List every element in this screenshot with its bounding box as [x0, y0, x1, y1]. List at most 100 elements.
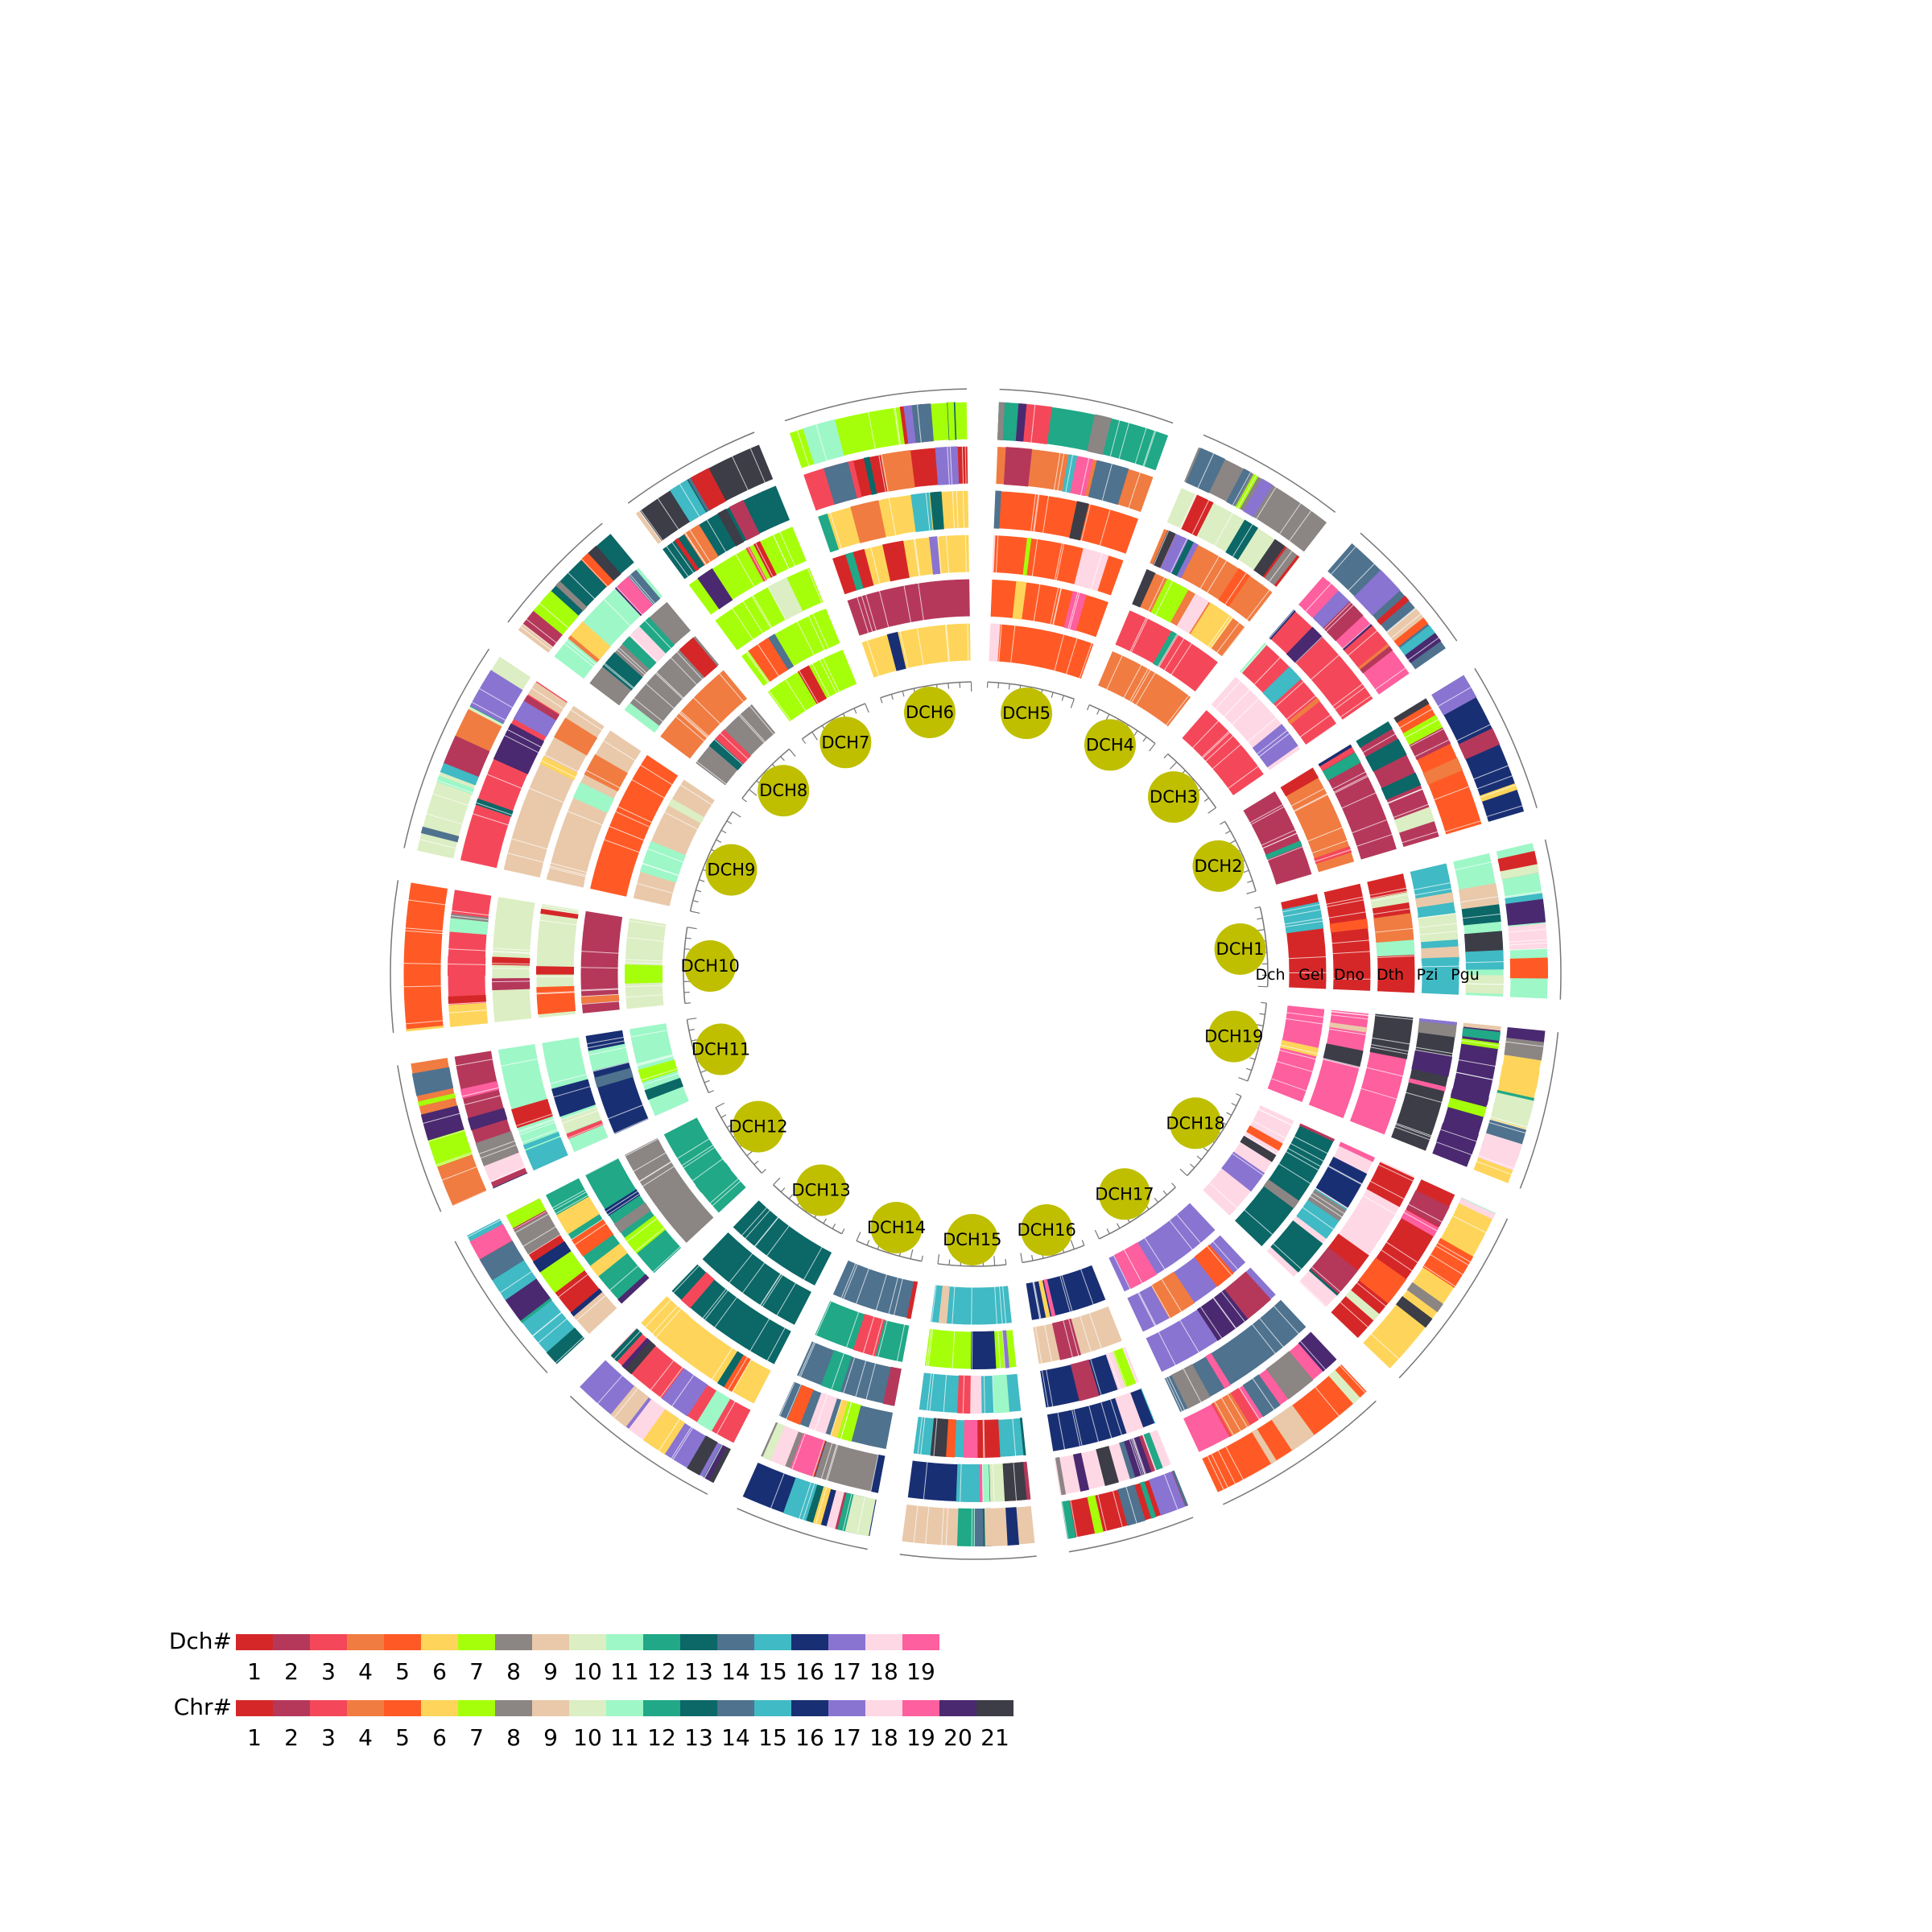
track-gel — [1323, 882, 1372, 992]
gene-line — [962, 1375, 965, 1414]
synteny-block — [1140, 1388, 1156, 1424]
synteny-block — [1001, 1330, 1009, 1368]
gene-line — [1269, 609, 1295, 639]
synteny-block — [539, 1249, 585, 1294]
chr-legend-label: 18 — [869, 1724, 898, 1751]
gene-line — [712, 1180, 741, 1207]
gene-line — [998, 624, 1002, 663]
gene-line — [1030, 404, 1036, 443]
gene-line — [500, 1271, 532, 1294]
gene-line — [626, 936, 665, 942]
gene-line — [1166, 695, 1190, 726]
chr-legend-swatch — [865, 1700, 902, 1716]
gene-line — [762, 1274, 783, 1307]
gene-line — [1244, 1134, 1278, 1155]
gene-line — [1033, 584, 1041, 621]
gene-line — [1270, 1078, 1307, 1092]
gene-line — [1148, 576, 1166, 612]
gene-line — [1285, 1018, 1323, 1025]
gene-line — [1106, 654, 1123, 690]
gene-line — [609, 825, 645, 841]
gene-line — [702, 1288, 727, 1319]
chromosome-label: DCH7 — [821, 733, 869, 752]
gene-line — [636, 1055, 674, 1066]
synteny-block — [1296, 1188, 1348, 1239]
gene-line — [927, 1328, 934, 1367]
synteny-block — [1318, 744, 1356, 771]
gene-line — [1101, 464, 1113, 501]
gene-line — [831, 1353, 844, 1389]
gene-line — [1505, 1041, 1544, 1047]
synteny-block — [635, 510, 663, 544]
gene-line — [855, 1268, 869, 1305]
synteny-block — [479, 1241, 525, 1281]
gene-line — [448, 948, 486, 952]
gene-line — [1099, 509, 1111, 547]
gene-line — [983, 1419, 985, 1458]
synteny-block — [797, 665, 828, 704]
chromosome-dch15: DCH15 — [899, 1213, 1037, 1560]
scale-tick — [1245, 1067, 1252, 1071]
gene-line — [405, 927, 444, 932]
gene-line — [436, 779, 473, 794]
gene-line — [1328, 1028, 1367, 1035]
gene-line — [1201, 730, 1230, 758]
gene-line — [825, 1443, 837, 1481]
gene-line — [576, 1294, 606, 1321]
synteny-block — [1253, 539, 1286, 577]
gene-line — [994, 1286, 997, 1325]
gene-line — [536, 991, 575, 994]
gene-line — [857, 597, 869, 634]
gene-line — [947, 446, 950, 485]
synteny-block — [681, 1272, 715, 1309]
synteny-block — [533, 590, 580, 635]
gene-line — [840, 1402, 852, 1439]
gene-line — [1332, 951, 1371, 955]
chromosome-label-circle — [1001, 687, 1053, 740]
synteny-block — [1377, 596, 1410, 625]
chromosome-label-circle — [870, 1201, 923, 1253]
chromosome-label: DCH11 — [691, 1040, 750, 1059]
synteny-block — [767, 577, 803, 621]
gene-line — [1125, 1487, 1137, 1524]
gene-line — [564, 642, 594, 667]
gene-line — [628, 576, 654, 605]
synteny-block — [695, 1162, 731, 1193]
synteny-block — [1321, 1233, 1369, 1279]
synteny-block — [411, 1067, 454, 1096]
gene-line — [588, 1046, 626, 1056]
gene-line — [1267, 846, 1303, 861]
chr-legend-swatch — [939, 1700, 976, 1716]
chromosome-label: DCH14 — [867, 1218, 926, 1237]
gene-line — [1373, 908, 1410, 915]
gene-line — [731, 608, 753, 640]
gene-line — [520, 626, 551, 650]
gene-line — [450, 914, 489, 921]
scale-tick — [997, 683, 1000, 689]
gene-line — [732, 1359, 752, 1393]
gene-line — [861, 595, 873, 633]
dch-legend-swatch — [532, 1634, 569, 1650]
gene-line — [592, 1062, 630, 1072]
synteny-block — [1365, 738, 1407, 772]
scale-arc — [880, 681, 972, 699]
scale-tick — [1051, 691, 1054, 698]
gene-line — [549, 865, 587, 876]
gene-line — [1311, 840, 1348, 854]
synteny-block — [574, 1137, 609, 1153]
gene-line — [778, 1381, 795, 1417]
synteny-block — [417, 1093, 456, 1107]
gene-line — [749, 448, 766, 483]
chr-legend-swatch — [569, 1700, 606, 1716]
synteny-block — [852, 1314, 886, 1356]
track-label-pzi: Pzi — [1417, 966, 1439, 984]
scale-arc — [715, 1107, 762, 1174]
scale-tick — [699, 879, 705, 882]
gene-line — [448, 1001, 487, 1005]
gene-line — [1505, 892, 1542, 899]
synteny-block — [1221, 1151, 1265, 1192]
chr-legend-label: 20 — [943, 1724, 972, 1751]
chromosome-dch3: DCH3 — [1148, 532, 1458, 824]
gene-line — [633, 1152, 667, 1172]
synteny-block — [1043, 1278, 1056, 1317]
